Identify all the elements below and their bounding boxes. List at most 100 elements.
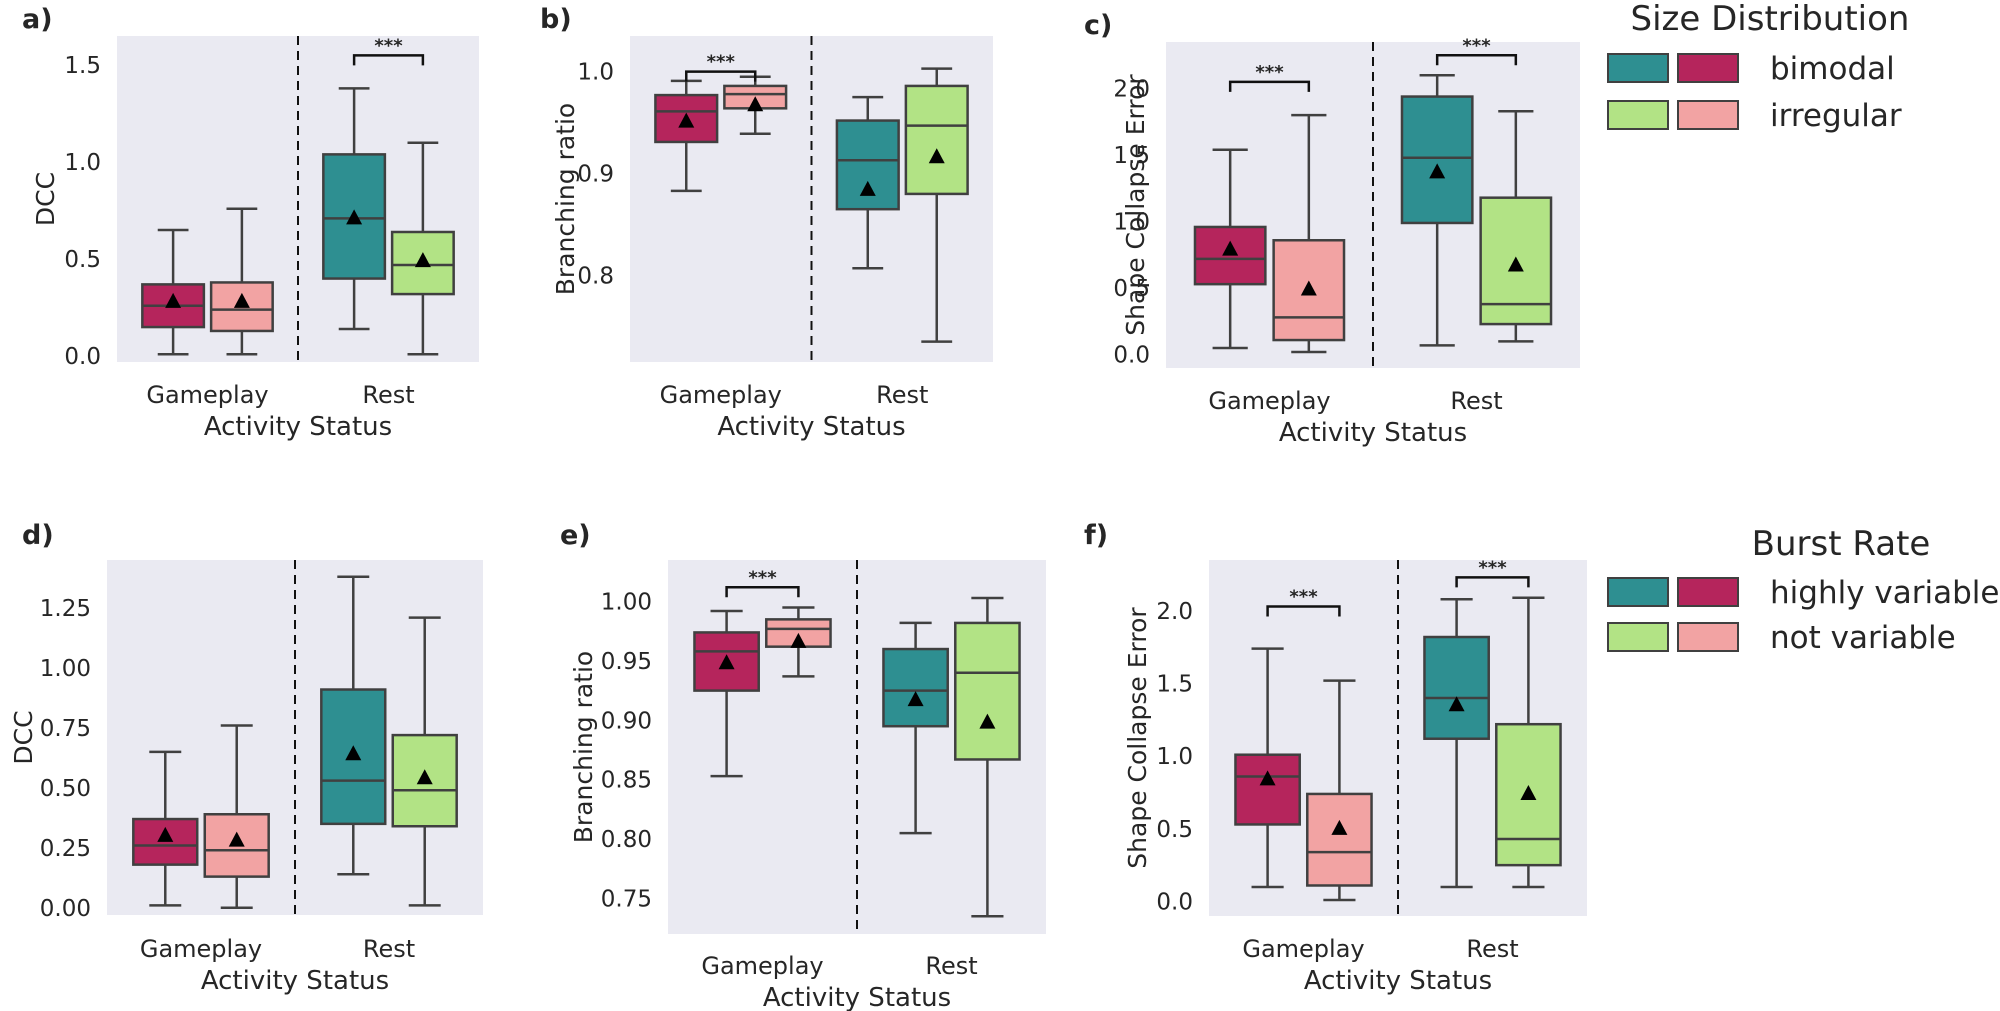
box-rest-teal <box>835 95 900 270</box>
legend-swatch <box>1677 53 1739 83</box>
significance-stars: *** <box>748 567 777 588</box>
x-tick-label: Gameplay <box>1242 935 1364 963</box>
legend-swatch <box>1677 622 1739 652</box>
mean-marker <box>1520 784 1537 800</box>
legend-swatch <box>1677 577 1739 607</box>
significance-bracket: *** <box>725 567 800 598</box>
box-rest-teal <box>322 87 387 331</box>
legends: Size Distribution bimodal irregular Burst R… <box>1607 0 1999 656</box>
legend-title: Burst Rate <box>1752 524 1931 564</box>
legend-size-distribution: Size Distribution bimodal irregular <box>1607 0 1910 134</box>
mean-marker <box>233 292 250 308</box>
y-tick-label: 0.90 <box>601 708 652 734</box>
mean-marker <box>1222 240 1239 256</box>
x-tick-label: Rest <box>363 935 415 963</box>
box-rest-lightgreen <box>1479 109 1553 343</box>
y-axis-label: Branching ratio <box>551 103 580 295</box>
y-tick-label: 1.00 <box>40 656 91 682</box>
mean-marker <box>718 654 735 670</box>
mean-marker <box>859 180 876 196</box>
legend-swatch <box>1607 577 1669 607</box>
y-tick-label: 0.50 <box>40 776 91 802</box>
mean-marker <box>1259 770 1276 786</box>
significance-stars: *** <box>1255 62 1284 83</box>
x-axis-label: Activity Status <box>1279 418 1467 448</box>
x-tick-label: Rest <box>1466 935 1518 963</box>
box-rest-teal <box>882 621 949 835</box>
box-iqr <box>1306 792 1373 887</box>
bracket-line <box>725 586 800 598</box>
y-tick-label: 1.25 <box>40 596 91 622</box>
significance-stars: *** <box>374 35 403 56</box>
x-tick-label: Rest <box>362 381 414 409</box>
legend-swatch <box>1607 622 1669 652</box>
y-axis-label: Shape Collapse Error <box>1123 607 1152 869</box>
significance-bracket: *** <box>1435 35 1518 66</box>
y-tick-label: 0.00 <box>40 896 91 922</box>
mean-marker <box>345 745 362 761</box>
box-iqr <box>1234 753 1301 826</box>
y-tick-label: 1.0 <box>1113 210 1150 236</box>
x-axis-label: Activity Status <box>763 983 951 1011</box>
legend-title: Size Distribution <box>1631 0 1910 39</box>
box-gameplay-pink <box>723 75 788 136</box>
box-rest-lightgreen <box>904 67 969 343</box>
y-tick-label: 0.5 <box>1113 276 1150 302</box>
box-iqr <box>1400 95 1474 225</box>
box-gameplay-crimson <box>693 609 760 778</box>
significance-stars: *** <box>707 52 736 73</box>
y-tick-label: 0.0 <box>1156 889 1193 915</box>
mean-marker <box>790 632 807 648</box>
x-tick-label: Rest <box>1450 387 1502 415</box>
mean-marker <box>1300 280 1317 296</box>
y-axis-label: DCC <box>9 710 38 764</box>
y-axis-label: DCC <box>31 172 60 226</box>
y-tick-label: 0.25 <box>40 836 91 862</box>
box-rest-teal <box>1400 74 1474 347</box>
mean-marker <box>414 252 431 268</box>
significance-stars: *** <box>1478 557 1507 578</box>
mean-marker <box>165 292 182 308</box>
box-gameplay-pink <box>1272 113 1346 354</box>
legend-label: highly variable <box>1770 575 1999 611</box>
box-iqr <box>882 647 949 728</box>
y-tick-label: 2.0 <box>1113 77 1150 103</box>
box-gameplay-crimson <box>141 228 206 356</box>
panel-letter: d) <box>22 520 54 551</box>
x-axis-label: Activity Status <box>204 412 392 442</box>
mean-marker <box>1448 696 1465 712</box>
box-rest-lightgreen <box>954 596 1021 918</box>
x-tick-label: Gameplay <box>146 381 268 409</box>
y-tick-label: 0.8 <box>577 263 614 289</box>
bracket-line <box>1266 605 1341 617</box>
mean-marker <box>1507 256 1524 272</box>
y-axis-label: Shape Collapse Error <box>1121 74 1150 336</box>
y-tick-label: 1.00 <box>601 590 652 616</box>
x-tick-label: Rest <box>925 952 977 980</box>
y-tick-label: 0.9 <box>577 162 614 188</box>
y-tick-label: 0.95 <box>601 649 652 675</box>
mean-marker <box>228 831 245 847</box>
mean-marker <box>979 713 996 729</box>
x-tick-label: Gameplay <box>660 381 782 409</box>
significance-bracket: *** <box>1455 557 1530 588</box>
panel-d: d) 0.00 0.25 0.50 0.75 1.00 1.25 DCC Gameplay Res… <box>9 520 483 996</box>
box-iqr <box>954 621 1021 761</box>
box-rest-lightgreen <box>1495 596 1562 889</box>
y-tick-label: 0.75 <box>601 886 652 912</box>
mean-marker <box>346 209 363 225</box>
box-gameplay-crimson <box>132 750 199 907</box>
y-tick-label: 0.75 <box>40 716 91 742</box>
box-gameplay-pink <box>209 207 274 356</box>
bracket-line <box>1435 54 1518 66</box>
bracket-line <box>685 70 757 82</box>
panel-letter: b) <box>540 4 572 35</box>
y-tick-label: 0.0 <box>1113 343 1150 369</box>
box-rest-teal <box>320 575 387 876</box>
x-tick-label: Gameplay <box>140 935 262 963</box>
legend-swatch <box>1607 100 1669 130</box>
legend-label: irregular <box>1770 98 1902 134</box>
significance-bracket: *** <box>685 52 757 82</box>
y-tick-label: 0.85 <box>601 768 652 794</box>
legend-burst-rate: Burst Rate highly variable not variable <box>1607 524 1999 656</box>
